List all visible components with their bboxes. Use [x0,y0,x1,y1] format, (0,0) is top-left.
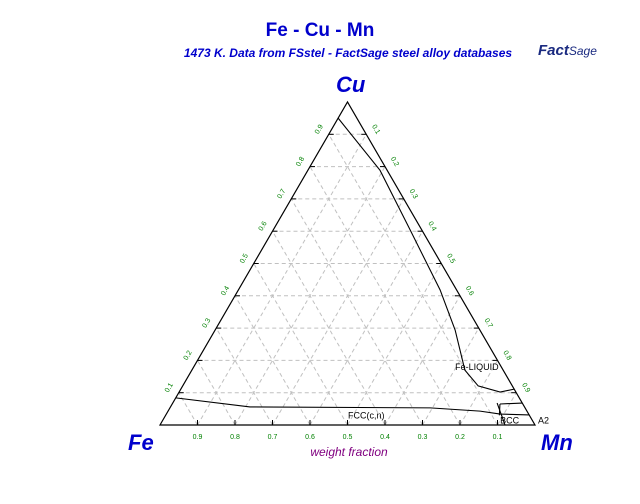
tick-label-bottom: 0.1 [493,434,503,441]
phase-label: A2 [538,415,549,425]
tick-label-bottom: 0.3 [418,434,428,441]
tick-label-right: 0.2 [389,156,400,168]
grid-line-mn [384,295,461,426]
fcc-boundary [175,397,530,416]
tick-label-left: 0.5 [239,253,250,265]
tick-label-left: 0.1 [164,382,175,394]
tick-label-right: 0.1 [370,124,381,136]
tick-label-bottom: 0.2 [455,434,465,441]
grid-line-fe [215,327,273,426]
tick-label-right: 0.3 [408,188,419,200]
grid-line-fe [178,392,198,426]
tick-label-right: 0.6 [464,285,475,297]
grid-line-mn [422,327,480,426]
bcc-diagonal-boundary [496,402,506,426]
component-left-label: Fe [128,430,154,455]
phase-label: BCC [500,415,520,425]
tick-label-right: 0.5 [445,253,456,265]
grid-line-fe [197,360,236,426]
tick-label-left: 0.7 [276,188,287,200]
grid-line-mn [459,360,498,426]
tick-label-right: 0.4 [426,220,437,232]
tick-label-right: 0.7 [483,317,494,329]
grid-line-mn [347,263,442,426]
phase-label: FCC(c,n) [348,411,385,421]
grid-line-fe [290,198,423,426]
tick-label-left: 0.3 [201,317,212,329]
axis-label: weight fraction [310,445,388,459]
tick-label-left: 0.4 [220,285,231,297]
tick-label-right: 0.8 [501,350,512,362]
grid-line-fe [328,134,498,426]
tick-label-bottom: 0.7 [268,434,278,441]
tick-label-left: 0.9 [314,123,325,135]
tick-label-bottom: 0.6 [305,434,315,441]
bcc-upper-boundary [499,402,523,405]
phase-label: Fe-LIQUID [455,362,499,372]
grid-line-mn [497,392,517,426]
chart-title: Fe - Cu - Mn [265,20,375,41]
tick-label-right: 0.9 [520,382,531,394]
chart-subtitle: 1473 K. Data from FSstel - FactSage stee… [183,46,513,60]
grid-line-fe [253,263,348,426]
tick-label-bottom: 0.4 [380,434,390,441]
component-top-label: Cu [336,72,366,97]
tick-label-bottom: 0.5 [343,434,353,441]
tick-label-left: 0.8 [295,156,306,168]
tick-label-left: 0.6 [258,220,269,232]
grid-line-mn [197,134,367,426]
factsage-logo: FactSage [538,42,597,59]
grid-line-fe [234,295,311,426]
tick-label-bottom: 0.8 [230,434,240,441]
tick-label-left: 0.2 [183,350,194,362]
component-right-label: Mn [541,430,573,455]
grid-line-mn [272,198,405,426]
tick-label-bottom: 0.9 [193,434,203,441]
liquid-boundary [337,117,515,393]
